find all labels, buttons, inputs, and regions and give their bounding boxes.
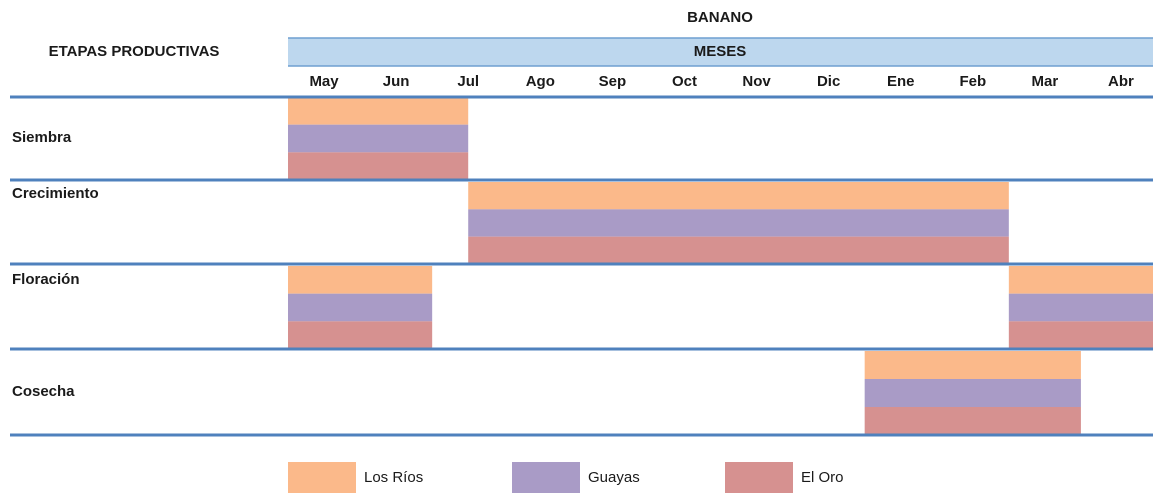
month-label: Sep	[599, 73, 627, 90]
months-band	[288, 38, 1153, 66]
gantt-bar	[288, 293, 433, 322]
gantt-bar	[468, 209, 1009, 237]
chart-title: BANANO	[687, 9, 753, 26]
gantt-bar	[468, 236, 1009, 264]
task-label: Floración	[12, 271, 80, 288]
task-label: Siembra	[12, 129, 72, 146]
month-label: Oct	[672, 73, 697, 90]
gantt-bar	[1008, 321, 1153, 349]
gantt-bar	[288, 152, 469, 180]
legend-text: Los Ríos	[364, 469, 423, 486]
legend-swatch	[512, 462, 580, 493]
legend-swatch	[725, 462, 793, 493]
month-label: Jun	[383, 73, 410, 90]
gantt-bar	[288, 321, 433, 349]
gantt-bar	[864, 351, 1081, 379]
row-header: ETAPAS PRODUCTIVAS	[49, 43, 220, 60]
legend-text: Guayas	[588, 469, 640, 486]
task-label: Cosecha	[12, 383, 75, 400]
subtitle: MESES	[694, 43, 747, 60]
legend-text: El Oro	[801, 469, 844, 486]
month-label: Jul	[457, 73, 479, 90]
gantt-bar	[288, 266, 433, 294]
gantt-bar	[864, 407, 1081, 435]
month-label: Feb	[959, 73, 986, 90]
gantt-bar	[468, 182, 1009, 210]
legend-swatch	[288, 462, 356, 493]
gantt-bar	[1008, 293, 1153, 322]
month-label: Abr	[1108, 73, 1134, 90]
month-label: May	[309, 73, 339, 90]
gantt-bar	[288, 124, 469, 153]
month-label: Ene	[887, 73, 915, 90]
gantt-bar	[288, 97, 469, 125]
gantt-bar	[864, 379, 1081, 407]
gantt-bar	[1008, 266, 1153, 294]
month-label: Ago	[526, 73, 555, 90]
month-label: Dic	[817, 73, 840, 90]
task-label: Crecimiento	[12, 185, 99, 202]
month-label: Nov	[742, 73, 771, 90]
month-label: Mar	[1032, 73, 1059, 90]
